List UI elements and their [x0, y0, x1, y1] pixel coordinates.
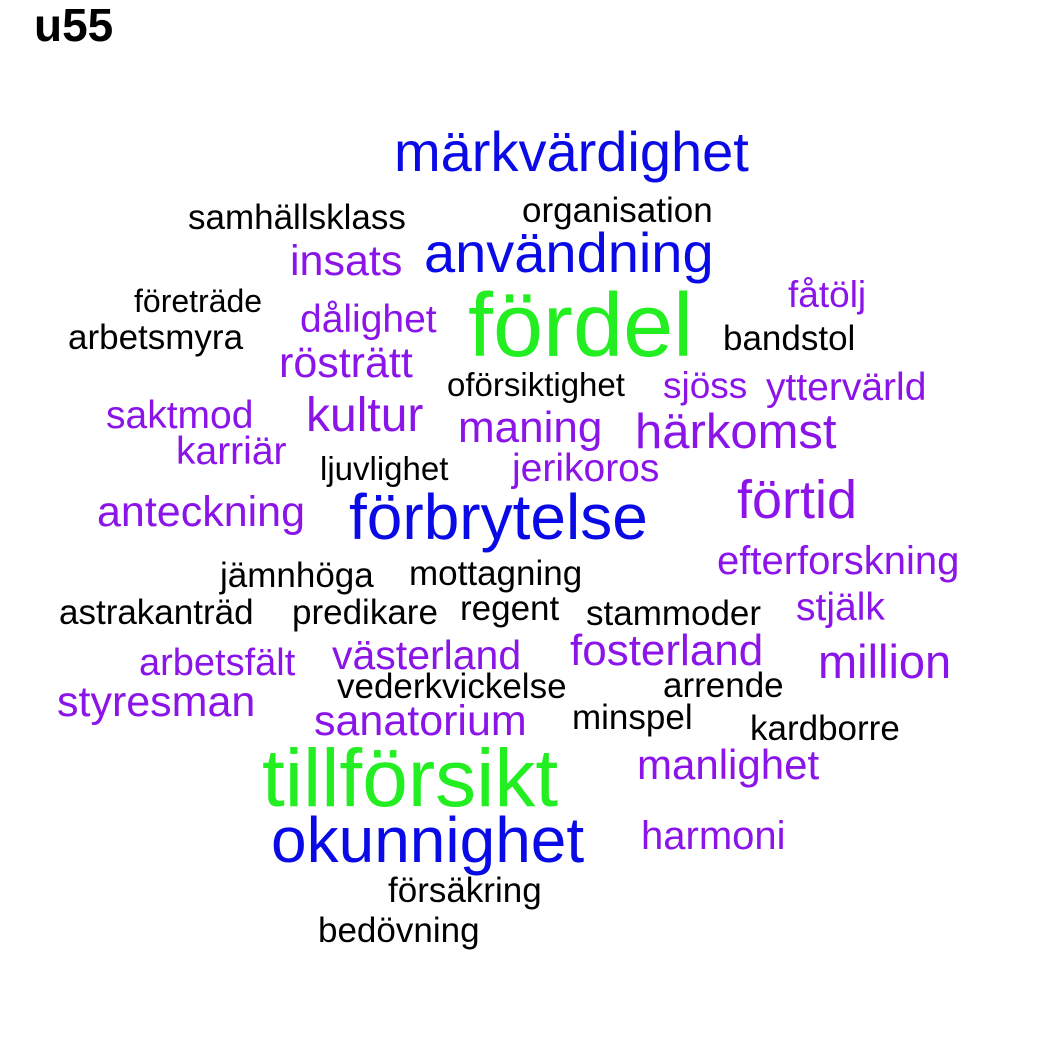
cloud-word: fördel: [468, 276, 694, 376]
cloud-word: stjälk: [796, 586, 885, 629]
cloud-word: stammoder: [586, 594, 762, 633]
cloud-word: rösträtt: [279, 339, 413, 387]
cloud-word: företräde: [134, 283, 263, 319]
cloud-word: regent: [460, 589, 560, 628]
cloud-word: yttervärld: [766, 366, 927, 409]
cloud-word: fåtölj: [788, 274, 867, 315]
cloud-word: million: [818, 635, 952, 688]
cloud-word: arbetsfält: [139, 642, 296, 684]
cloud-word: bedövning: [318, 911, 480, 950]
cloud-word: harmoni: [641, 814, 786, 858]
cloud-word: dålighet: [300, 298, 437, 341]
cloud-word: härkomst: [635, 405, 837, 459]
cloud-word: bandstol: [723, 319, 856, 358]
cloud-word: oförsiktighet: [447, 366, 625, 403]
cloud-word: kultur: [306, 389, 424, 442]
cloud-word: arrende: [663, 666, 784, 705]
cloud-word: saktmod: [106, 394, 254, 437]
cloud-word: styresman: [57, 678, 256, 726]
cloud-word: ljuvlighet: [320, 450, 449, 487]
cloud-word: kardborre: [750, 709, 900, 748]
cloud-word: organisation: [522, 191, 713, 230]
cloud-word: anteckning: [97, 488, 305, 536]
cloud-word: försäkring: [388, 871, 542, 910]
cloud-word: astrakanträd: [59, 593, 254, 632]
cloud-word: mottagning: [409, 554, 583, 593]
cloud-word: fosterland: [570, 626, 764, 675]
cloud-word: västerland: [332, 632, 522, 678]
cloud-word: jerikoros: [512, 447, 660, 490]
cloud-word: sanatorium: [314, 697, 527, 745]
cloud-word: vederkvickelse: [337, 667, 567, 706]
cloud-word: predikare: [292, 593, 438, 632]
cloud-word: märkvärdighet: [394, 120, 749, 183]
cloud-word: okunnighet: [271, 804, 585, 876]
cloud-word: minspel: [572, 698, 693, 737]
cloud-word: insats: [290, 237, 403, 285]
cloud-word: sjöss: [663, 365, 748, 406]
cloud-word: karriär: [176, 430, 287, 473]
cloud-word: samhällsklass: [188, 198, 406, 237]
cloud-word: användning: [424, 221, 714, 284]
cloud-word: förbrytelse: [349, 481, 648, 553]
page-title: u55: [34, 0, 114, 51]
cloud-word: tillförsikt: [262, 733, 559, 824]
cloud-word: jämnhöga: [220, 556, 374, 595]
cloud-word: manlighet: [637, 741, 820, 788]
cloud-word: arbetsmyra: [68, 318, 244, 357]
cloud-word: förtid: [737, 470, 858, 530]
cloud-word: efterforskning: [717, 539, 960, 583]
cloud-word: maning: [458, 403, 603, 452]
